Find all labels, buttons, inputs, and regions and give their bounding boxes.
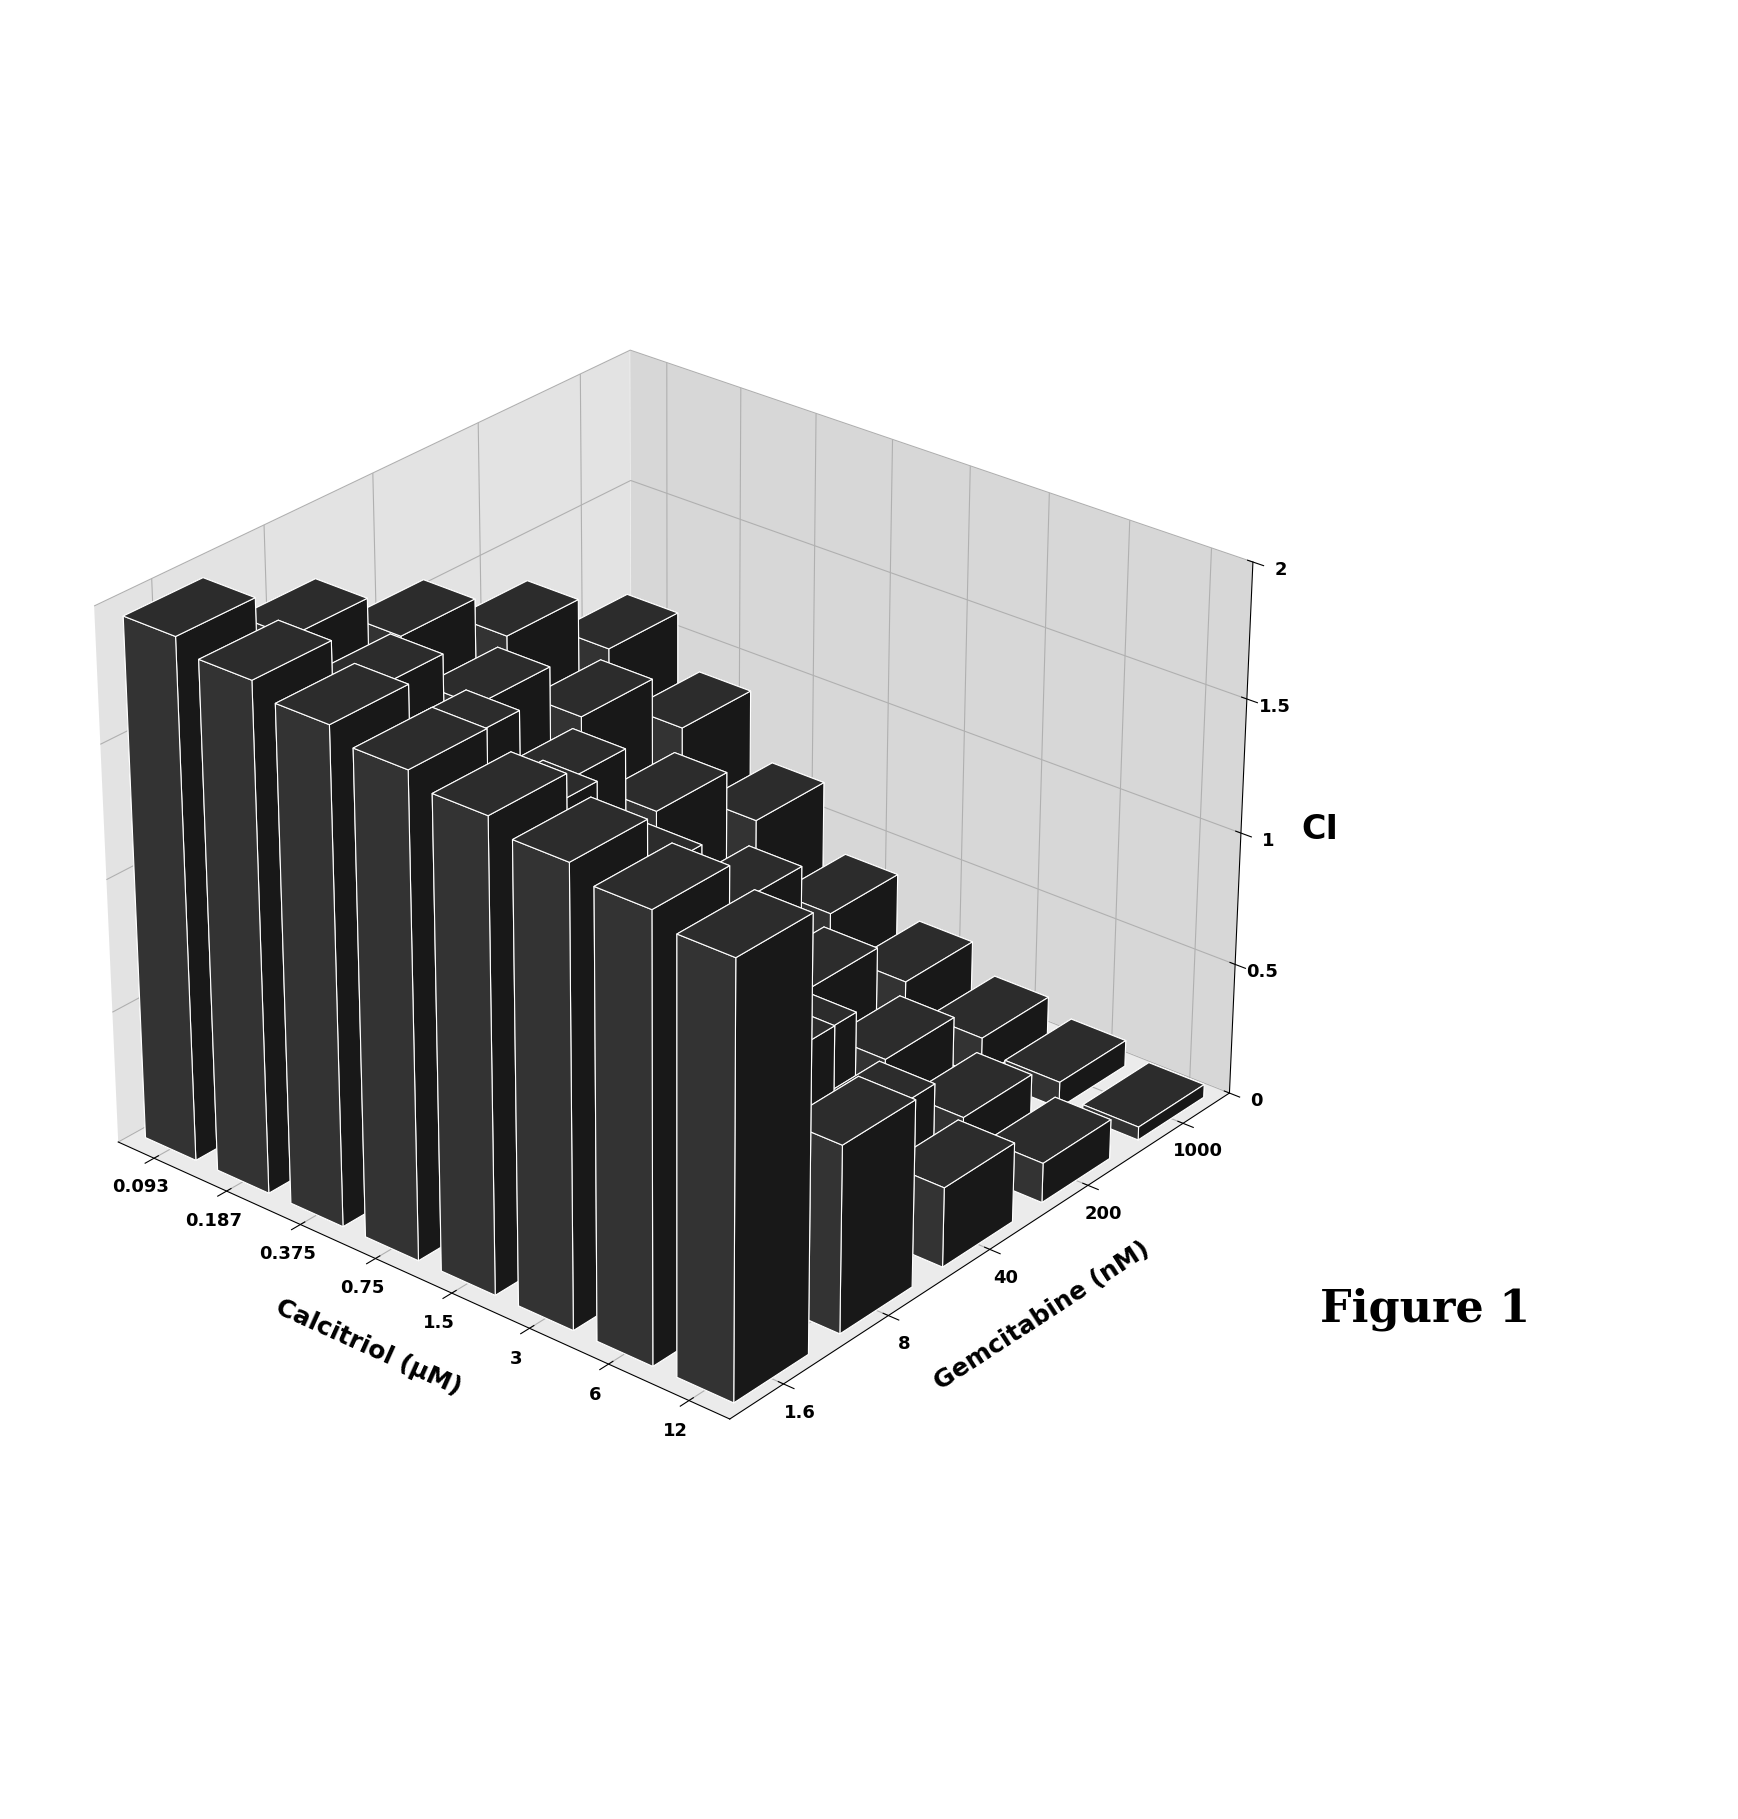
Text: Figure 1: Figure 1 bbox=[1321, 1288, 1529, 1332]
X-axis label: Calcitriol (μM): Calcitriol (μM) bbox=[273, 1295, 466, 1399]
Y-axis label: Gemcitabine (nM): Gemcitabine (nM) bbox=[930, 1237, 1154, 1395]
